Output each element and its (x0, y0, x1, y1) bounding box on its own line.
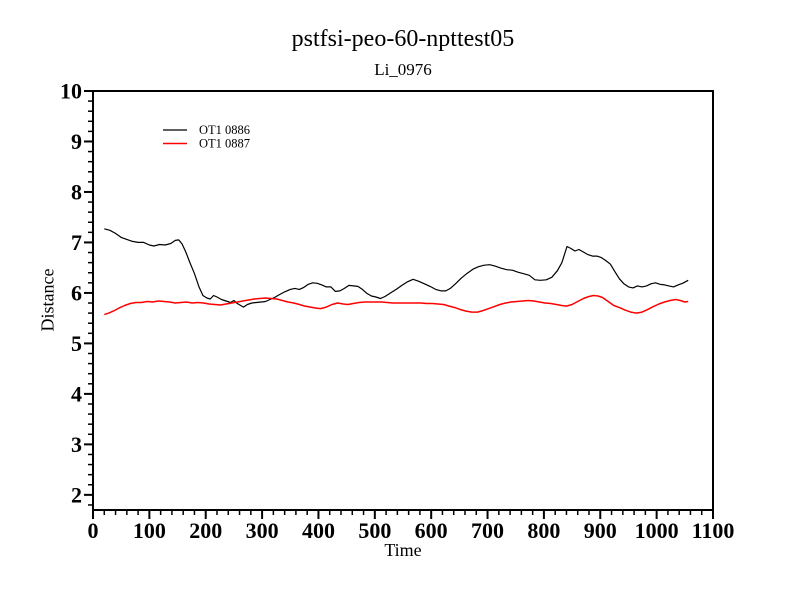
y-tick-label: 8 (71, 179, 82, 204)
x-tick-label: 600 (415, 518, 448, 543)
chart-title: pstfsi-peo-60-npttest05 (291, 26, 515, 52)
y-tick-label: 6 (71, 280, 82, 305)
x-tick-label: 0 (88, 518, 99, 543)
x-tick-label: 400 (302, 518, 335, 543)
x-tick-label: 900 (584, 518, 617, 543)
legend-entry-label: OT1 0886 (199, 123, 250, 137)
series-line-ot1-0887 (104, 294, 689, 316)
y-axis-label: Distance (37, 268, 58, 332)
x-tick-label: 500 (358, 518, 391, 543)
y-tick-label: 10 (60, 79, 82, 104)
x-tick-label: 300 (246, 518, 279, 543)
x-tick-label: 100 (133, 518, 166, 543)
chart-subtitle: Li_0976 (374, 60, 432, 79)
plot-frame (92, 90, 714, 511)
series-line-ot1-0886 (104, 228, 689, 308)
x-axis-label: Time (384, 540, 422, 560)
y-tick-label: 4 (71, 381, 82, 406)
y-tick-label: 5 (71, 331, 82, 356)
y-tick-label: 7 (71, 230, 82, 255)
legend-entry-label: OT1 0887 (199, 137, 250, 151)
x-tick-label: 700 (471, 518, 504, 543)
x-tick-label: 800 (527, 518, 560, 543)
x-tick-label: 200 (189, 518, 222, 543)
y-tick-label: 9 (71, 129, 82, 154)
y-tick-label: 2 (71, 482, 82, 507)
x-tick-label: 1100 (692, 518, 735, 543)
x-tick-label: 1000 (635, 518, 679, 543)
y-tick-label: 3 (71, 432, 82, 457)
